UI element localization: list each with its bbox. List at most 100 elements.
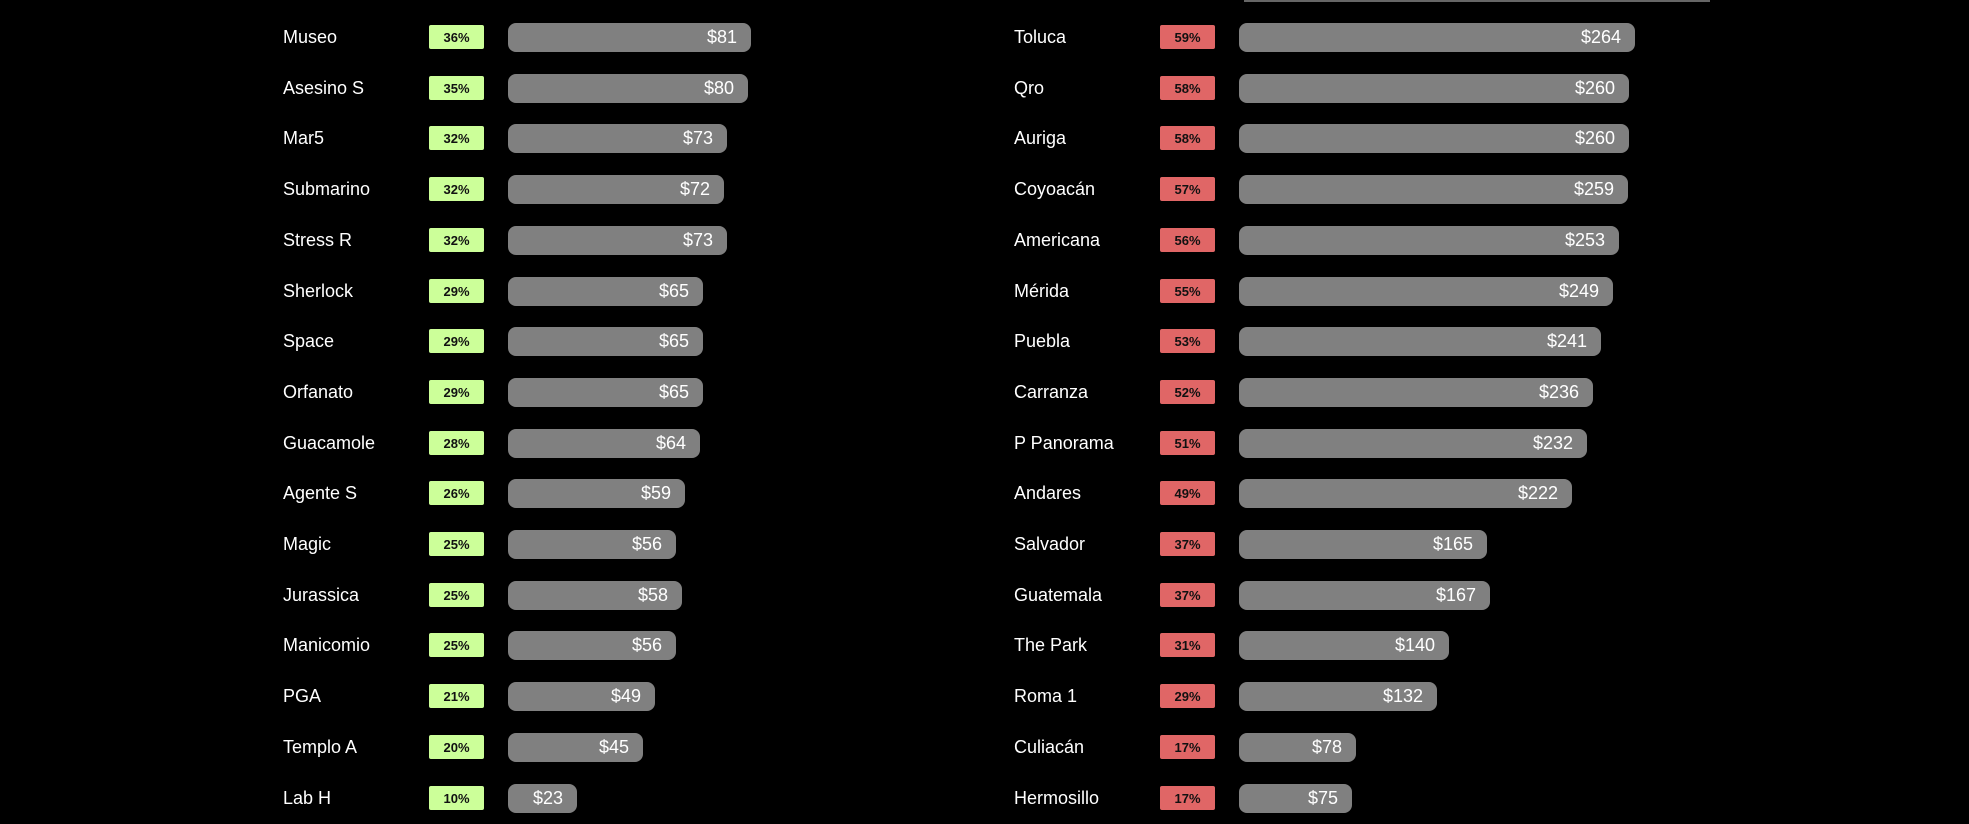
value-label: $64: [655, 433, 686, 453]
bar-row: Mar5 32% $73: [0, 124, 984, 154]
percent-badge: 10%: [429, 786, 484, 810]
value-label: $73: [682, 230, 713, 250]
category-label: Roma 1: [1014, 686, 1078, 706]
percent-badge: 56%: [1160, 228, 1215, 252]
value-label: $165: [1432, 534, 1473, 554]
percent-badge: 20%: [429, 735, 484, 759]
percent-badge: 57%: [1160, 177, 1215, 201]
bar-row: Manicomio 25% $56: [0, 631, 984, 661]
value-bar: $49: [508, 682, 655, 711]
value-bar: $249: [1239, 277, 1613, 306]
value-label: $264: [1580, 27, 1621, 47]
percent-badge: 55%: [1160, 279, 1215, 303]
category-label: Templo A: [283, 737, 358, 757]
category-label: Carranza: [1014, 382, 1089, 402]
value-label: $232: [1532, 433, 1573, 453]
bar-row: Stress R 32% $73: [0, 226, 984, 256]
bar-row: PGA 21% $49: [0, 682, 984, 712]
bar-row: Museo 36% $81: [0, 23, 984, 53]
value-bar: $260: [1239, 124, 1629, 153]
bar-row: Orfanato 29% $65: [0, 378, 984, 408]
value-label: $65: [658, 331, 689, 351]
category-label: Museo: [283, 27, 338, 47]
value-label: $132: [1382, 686, 1423, 706]
value-bar: $241: [1239, 327, 1601, 356]
bar-row: Agente S 26% $59: [0, 479, 984, 509]
percent-badge: 36%: [429, 25, 484, 49]
category-label: Sherlock: [283, 281, 354, 301]
chart-top-border: [1244, 0, 1710, 2]
category-label: Mérida: [1014, 281, 1070, 301]
percent-badge: 52%: [1160, 380, 1215, 404]
percent-badge: 29%: [429, 380, 484, 404]
value-bar: $260: [1239, 74, 1629, 103]
category-label: Jurassica: [283, 585, 360, 605]
value-label: $59: [640, 483, 671, 503]
bar-row: Auriga 58% $260: [984, 124, 1969, 154]
bar-row: Coyoacán 57% $259: [984, 175, 1969, 205]
category-label: Salvador: [1014, 534, 1086, 554]
value-label: $260: [1574, 78, 1615, 98]
value-bar: $236: [1239, 378, 1593, 407]
bar-row: Space 29% $65: [0, 327, 984, 357]
percent-badge: 21%: [429, 684, 484, 708]
category-label: Asesino S: [283, 78, 365, 98]
percent-badge: 26%: [429, 481, 484, 505]
bar-row: Jurassica 25% $58: [0, 581, 984, 611]
value-label: $65: [658, 281, 689, 301]
bar-row: Puebla 53% $241: [984, 327, 1969, 357]
value-bar: $222: [1239, 479, 1572, 508]
percent-badge: 29%: [429, 329, 484, 353]
value-bar: $65: [508, 327, 703, 356]
value-bar: $232: [1239, 429, 1587, 458]
percent-badge: 25%: [429, 633, 484, 657]
bar-row: Templo A 20% $45: [0, 733, 984, 763]
percent-badge: 51%: [1160, 431, 1215, 455]
category-label: Manicomio: [283, 635, 371, 655]
value-bar: $23: [508, 784, 577, 813]
percent-badge: 58%: [1160, 76, 1215, 100]
bar-row: The Park 31% $140: [984, 631, 1969, 661]
percent-badge: 17%: [1160, 786, 1215, 810]
value-bar: $78: [1239, 733, 1356, 762]
value-bar: $75: [1239, 784, 1352, 813]
bar-row: Lab H 10% $23: [0, 784, 984, 814]
value-bar: $140: [1239, 631, 1449, 660]
bar-row: Sherlock 29% $65: [0, 277, 984, 307]
percent-badge: 35%: [429, 76, 484, 100]
value-label: $73: [682, 128, 713, 148]
value-label: $23: [532, 788, 563, 808]
percent-badge: 58%: [1160, 126, 1215, 150]
value-bar: $167: [1239, 581, 1490, 610]
bar-row: Submarino 32% $72: [0, 175, 984, 205]
percent-badge: 25%: [429, 583, 484, 607]
bar-row: Qro 58% $260: [984, 74, 1969, 104]
category-label: Mar5: [283, 128, 325, 148]
percent-badge: 31%: [1160, 633, 1215, 657]
chart-left: Museo 36% $81 Asesino S 35% $80 Mar5 32% $73 Subm…: [0, 0, 984, 824]
bar-row: Andares 49% $222: [984, 479, 1969, 509]
category-label: Americana: [1014, 230, 1101, 250]
bar-row: P Panorama 51% $232: [984, 429, 1969, 459]
category-label: Hermosillo: [1014, 788, 1100, 808]
value-label: $56: [631, 534, 662, 554]
value-bar: $72: [508, 175, 724, 204]
category-label: Auriga: [1014, 128, 1067, 148]
bar-row: Culiacán 17% $78: [984, 733, 1969, 763]
percent-badge: 32%: [429, 126, 484, 150]
category-label: Submarino: [283, 179, 371, 199]
category-label: The Park: [1014, 635, 1088, 655]
bar-row: Salvador 37% $165: [984, 530, 1969, 560]
value-bar: $165: [1239, 530, 1487, 559]
category-label: Stress R: [283, 230, 353, 250]
value-bar: $81: [508, 23, 751, 52]
bar-row: Asesino S 35% $80: [0, 74, 984, 104]
category-label: Guatemala: [1014, 585, 1103, 605]
percent-badge: 32%: [429, 177, 484, 201]
value-bar: $259: [1239, 175, 1628, 204]
chart-right: Toluca 59% $264 Qro 58% $260 Auriga 58% $260 Coyo…: [984, 0, 1969, 824]
value-bar: $73: [508, 124, 727, 153]
value-label: $49: [610, 686, 641, 706]
bar-row: Magic 25% $56: [0, 530, 984, 560]
value-label: $45: [598, 737, 629, 757]
